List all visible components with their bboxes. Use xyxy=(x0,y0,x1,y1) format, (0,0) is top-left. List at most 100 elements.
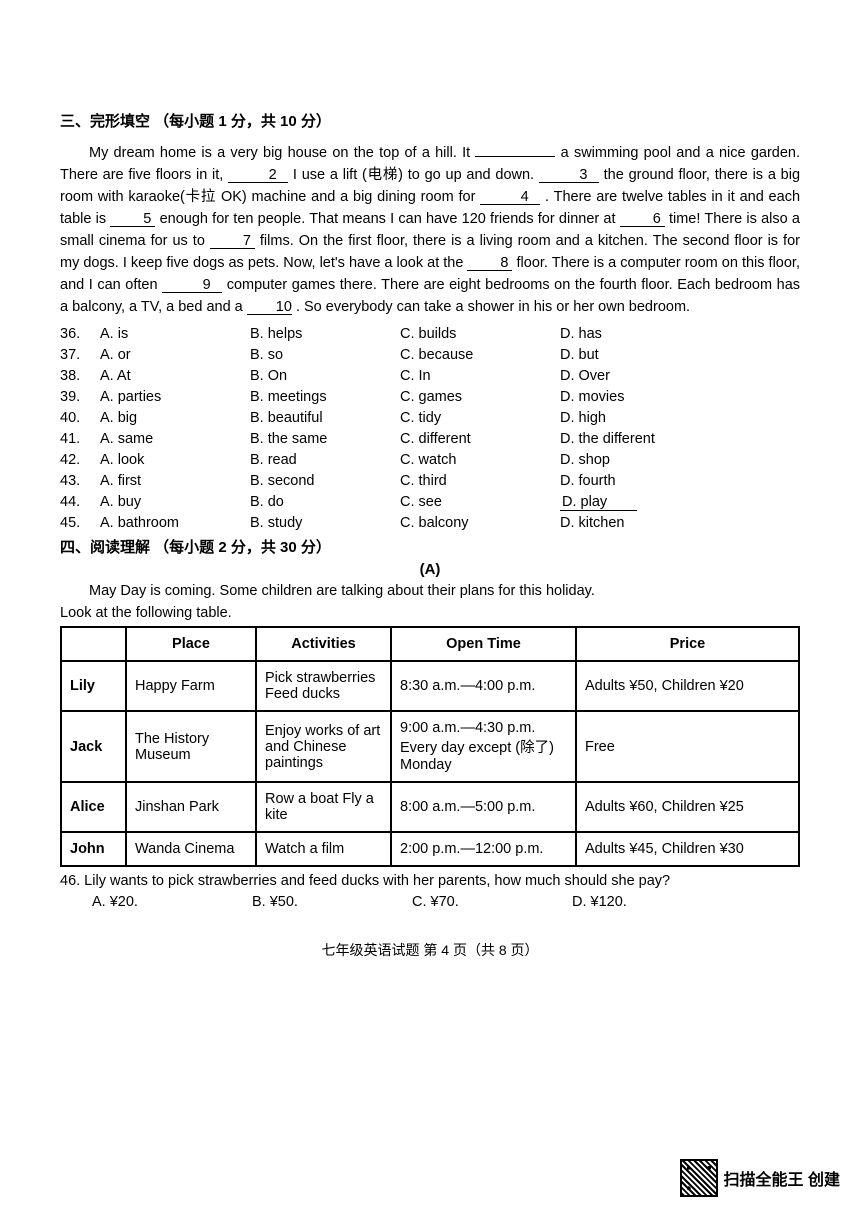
option-row: 37. A. or B. so C. because D. but xyxy=(60,345,800,366)
q46-c[interactable]: C. ¥70. xyxy=(412,894,572,910)
blank-4[interactable]: 4 xyxy=(480,189,540,205)
section3-title: 三、完形填空 （每小题 1 分，共 10 分） xyxy=(60,110,800,131)
cell-place: Wanda Cinema xyxy=(126,832,256,866)
cell-act: Pick strawberries Feed ducks xyxy=(256,661,391,711)
opt-d[interactable]: D. Over xyxy=(560,366,800,387)
opt-c[interactable]: C. watch xyxy=(400,450,560,471)
opt-b[interactable]: B. study xyxy=(250,513,400,534)
cell-time: 8:30 a.m.—4:00 p.m. xyxy=(391,661,576,711)
opt-num: 45. xyxy=(60,513,100,534)
opt-a[interactable]: A. buy xyxy=(100,492,250,513)
opt-num: 43. xyxy=(60,471,100,492)
option-row: 39. A. parties B. meetings C. games D. m… xyxy=(60,387,800,408)
opt-b[interactable]: B. On xyxy=(250,366,400,387)
opt-c[interactable]: C. different xyxy=(400,429,560,450)
opt-b[interactable]: B. so xyxy=(250,345,400,366)
option-row: 42. A. look B. read C. watch D. shop xyxy=(60,450,800,471)
table-row: Jack The History Museum Enjoy works of a… xyxy=(61,711,799,782)
opt-num: 44. xyxy=(60,492,100,513)
opt-d[interactable]: D. shop xyxy=(560,450,800,471)
opt-a[interactable]: A. look xyxy=(100,450,250,471)
opt-c[interactable]: C. In xyxy=(400,366,560,387)
option-row: 43. A. first B. second C. third D. fourt… xyxy=(60,471,800,492)
opt-a[interactable]: A. same xyxy=(100,429,250,450)
opt-b[interactable]: B. the same xyxy=(250,429,400,450)
cell-time: 8:00 a.m.—5:00 p.m. xyxy=(391,782,576,832)
q46-d[interactable]: D. ¥120. xyxy=(572,894,732,910)
blank-9[interactable]: 9 xyxy=(162,277,222,293)
opt-a[interactable]: A. bathroom xyxy=(100,513,250,534)
opt-d[interactable]: D. has xyxy=(560,324,800,345)
opt-a[interactable]: A. At xyxy=(100,366,250,387)
blank-6[interactable]: 6 xyxy=(620,211,665,227)
q46-a[interactable]: A. ¥20. xyxy=(92,894,252,910)
qr-icon xyxy=(680,1159,718,1197)
opt-b[interactable]: B. beautiful xyxy=(250,408,400,429)
opt-b[interactable]: B. do xyxy=(250,492,400,513)
blank-3[interactable]: 3 xyxy=(539,167,599,183)
q46-b[interactable]: B. ¥50. xyxy=(252,894,412,910)
opt-b[interactable]: B. meetings xyxy=(250,387,400,408)
option-row: 36. A. is B. helps C. builds D. has xyxy=(60,324,800,345)
option-row: 45. A. bathroom B. study C. balcony D. k… xyxy=(60,513,800,534)
blank-7[interactable]: 7 xyxy=(210,233,255,249)
cell-price: Adults ¥45, Children ¥30 xyxy=(576,832,799,866)
opt-d[interactable]: D. but xyxy=(560,345,800,366)
opt-c[interactable]: C. tidy xyxy=(400,408,560,429)
opt-d[interactable]: D. high xyxy=(560,408,800,429)
opt-a[interactable]: A. is xyxy=(100,324,250,345)
opt-c[interactable]: C. third xyxy=(400,471,560,492)
opt-num: 42. xyxy=(60,450,100,471)
q46-options: A. ¥20. B. ¥50. C. ¥70. D. ¥120. xyxy=(60,894,800,910)
passage-text: I use a lift (电梯) to go up and down. xyxy=(293,167,539,183)
opt-num: 41. xyxy=(60,429,100,450)
passage-text: My dream home is a very big house on the… xyxy=(89,145,475,161)
cell-time: 2:00 p.m.—12:00 p.m. xyxy=(391,832,576,866)
question-46: 46. Lily wants to pick strawberries and … xyxy=(60,871,800,892)
sub-a: (A) xyxy=(60,561,800,578)
opt-num: 36. xyxy=(60,324,100,345)
opt-d[interactable]: D. kitchen xyxy=(560,513,800,534)
section4-intro1: May Day is coming. Some children are tal… xyxy=(60,580,800,602)
table-row: John Wanda Cinema Watch a film 2:00 p.m.… xyxy=(61,832,799,866)
opt-a[interactable]: A. big xyxy=(100,408,250,429)
opt-a[interactable]: A. first xyxy=(100,471,250,492)
opt-b[interactable]: B. read xyxy=(250,450,400,471)
opt-c[interactable]: C. see xyxy=(400,492,560,513)
plan-table: Place Activities Open Time Price Lily Ha… xyxy=(60,626,800,867)
opt-d[interactable]: D. play xyxy=(560,492,800,513)
opt-c[interactable]: C. balcony xyxy=(400,513,560,534)
scan-watermark: 扫描全能王 创建 xyxy=(680,1159,840,1197)
table-header-row: Place Activities Open Time Price xyxy=(61,627,799,661)
th-price: Price xyxy=(576,627,799,661)
opt-b[interactable]: B. helps xyxy=(250,324,400,345)
opt-num: 39. xyxy=(60,387,100,408)
blank-5[interactable]: 5 xyxy=(110,211,155,227)
opt-c[interactable]: C. builds xyxy=(400,324,560,345)
opt-c[interactable]: C. games xyxy=(400,387,560,408)
cell-name: Jack xyxy=(61,711,126,782)
exam-page: 三、完形填空 （每小题 1 分，共 10 分） My dream home is… xyxy=(0,0,860,1000)
blank-2[interactable]: 2 xyxy=(228,167,288,183)
th-place: Place xyxy=(126,627,256,661)
opt-d[interactable]: D. movies xyxy=(560,387,800,408)
cell-place: Happy Farm xyxy=(126,661,256,711)
opt-c[interactable]: C. because xyxy=(400,345,560,366)
option-row: 38. A. At B. On C. In D. Over xyxy=(60,366,800,387)
cell-name: Lily xyxy=(61,661,126,711)
blank-10[interactable]: 10 xyxy=(247,299,292,315)
opt-a[interactable]: A. or xyxy=(100,345,250,366)
watermark-text: 扫描全能王 创建 xyxy=(724,1166,840,1190)
opt-a[interactable]: A. parties xyxy=(100,387,250,408)
opt-num: 37. xyxy=(60,345,100,366)
cell-place: The History Museum xyxy=(126,711,256,782)
blank-1[interactable] xyxy=(475,141,555,157)
blank-8[interactable]: 8 xyxy=(467,255,512,271)
passage-text: . So everybody can take a shower in his … xyxy=(296,299,690,315)
th-time: Open Time xyxy=(391,627,576,661)
option-row: 40. A. big B. beautiful C. tidy D. high xyxy=(60,408,800,429)
opt-d[interactable]: D. fourth xyxy=(560,471,800,492)
cell-price: Adults ¥60, Children ¥25 xyxy=(576,782,799,832)
opt-d[interactable]: D. the different xyxy=(560,429,800,450)
opt-b[interactable]: B. second xyxy=(250,471,400,492)
